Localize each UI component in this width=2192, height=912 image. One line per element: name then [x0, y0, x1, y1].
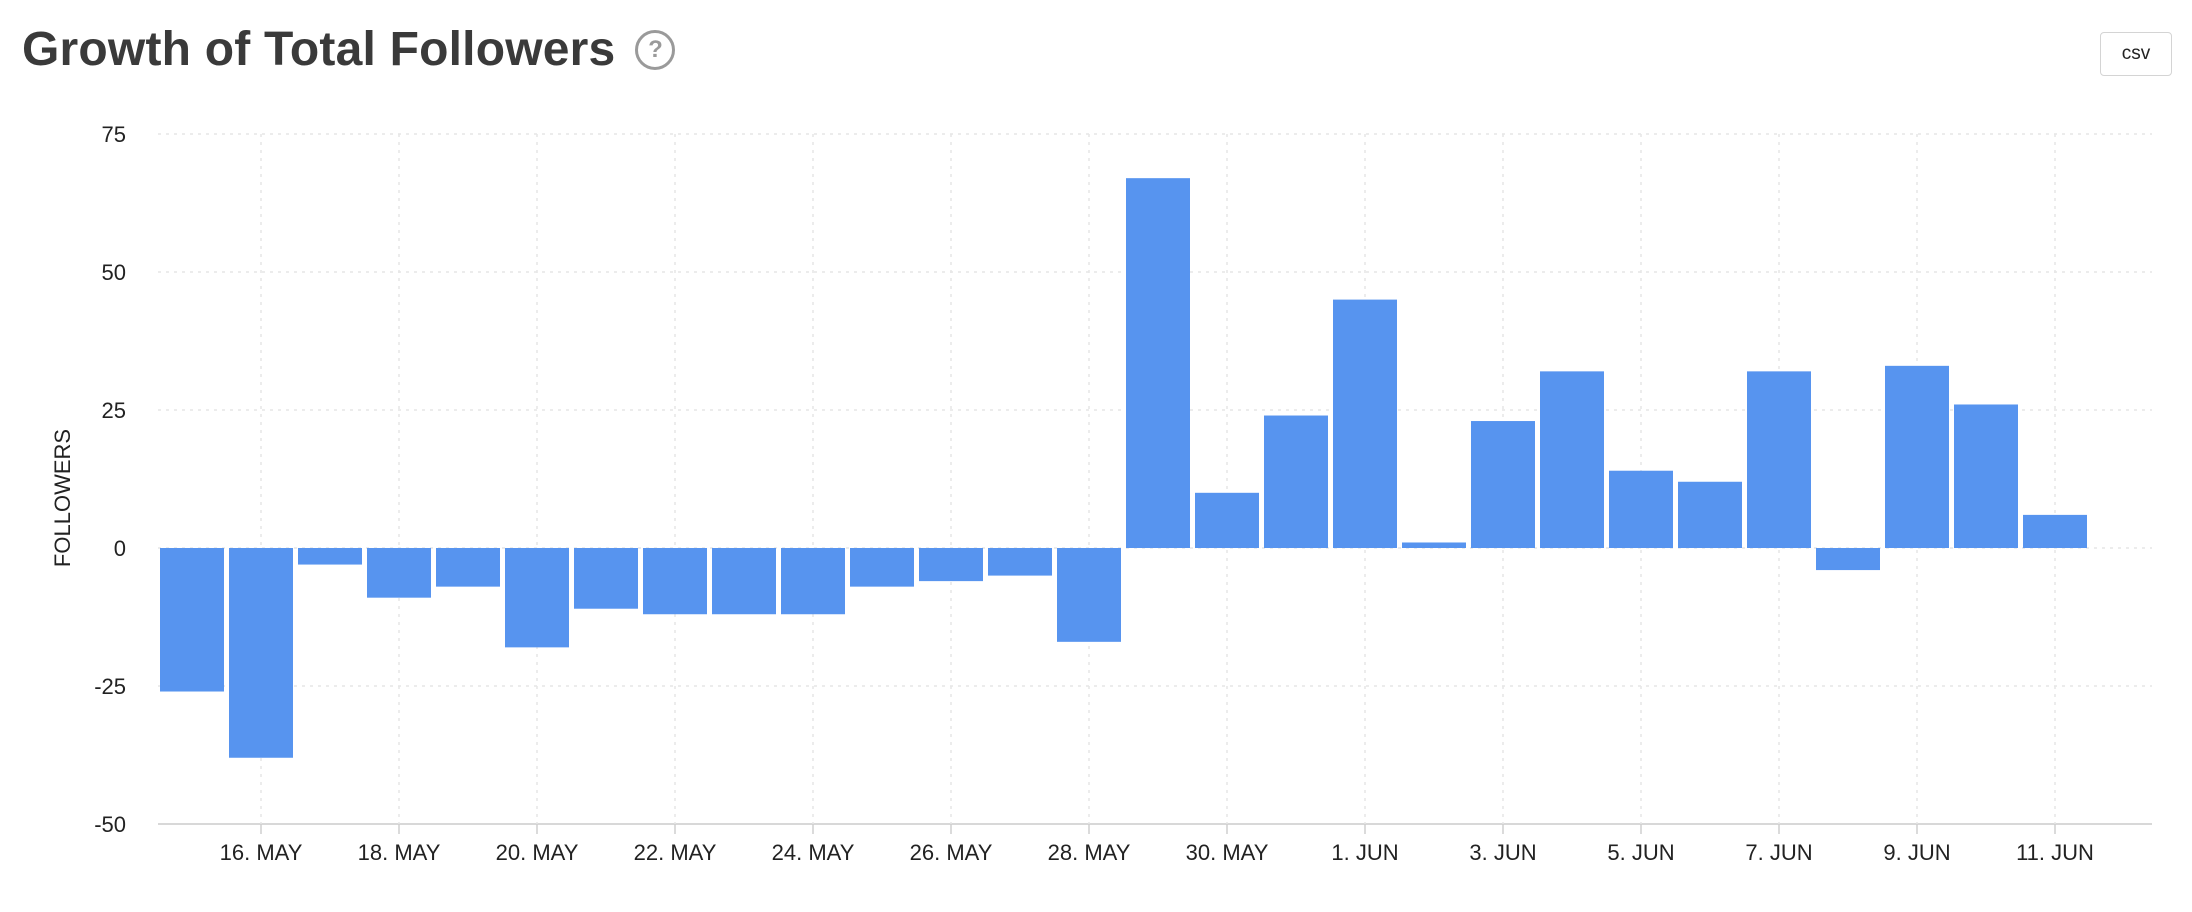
bar[interactable]: 30. MAY: 10	[1195, 492, 1259, 548]
bar[interactable]: 15. MAY: -26	[160, 548, 224, 692]
bar[interactable]: 24. MAY: -12	[781, 548, 845, 615]
y-axis: 75 50 25 0 -25 -50	[94, 122, 126, 837]
bar[interactable]: 4. JUN: 32	[1540, 371, 1604, 548]
y-tick-label: 50	[102, 260, 126, 285]
bar-series: 15. MAY: -2616. MAY: -38 17. MAY: -3 18. M…	[160, 178, 2087, 758]
y-tick-label: 0	[114, 536, 126, 561]
bar[interactable]: 18. MAY: -9	[367, 548, 431, 598]
bar[interactable]: 25. MAY: -7	[850, 548, 914, 587]
x-tick-label: 24. MAY	[772, 840, 855, 865]
x-tick-label: 20. MAY	[496, 840, 579, 865]
x-tick-label: 1. JUN	[1331, 840, 1398, 865]
bar[interactable]: 2. JUN: 1	[1402, 542, 1466, 548]
bar[interactable]: 29. MAY: 67	[1126, 178, 1190, 548]
x-tick-label: 30. MAY	[1186, 840, 1269, 865]
bar[interactable]: 31. MAY: 24	[1264, 415, 1328, 548]
title-row: Growth of Total Followers ?	[22, 22, 676, 77]
x-tick-label: 22. MAY	[634, 840, 717, 865]
x-axis: 16. MAY 18. MAY 20. MAY 22. MAY 24. MAY 26. M…	[220, 824, 2094, 865]
bar[interactable]: 20. MAY: -18	[505, 548, 569, 648]
x-tick-label: 26. MAY	[910, 840, 993, 865]
bar[interactable]: 22. MAY: -12	[643, 548, 707, 615]
x-tick-label: 18. MAY	[358, 840, 441, 865]
x-tick-label: 7. JUN	[1745, 840, 1812, 865]
bar[interactable]: 16. MAY: -38	[229, 548, 293, 758]
y-axis-title: FOLLOWERS	[50, 429, 75, 567]
bar[interactable]: 28. MAY: -17	[1057, 548, 1121, 642]
bar[interactable]: 11. JUN: 6	[2023, 514, 2087, 548]
bar[interactable]: 3. JUN: 23	[1471, 421, 1535, 548]
x-tick-label: 3. JUN	[1469, 840, 1536, 865]
bar[interactable]: 10. JUN: 26	[1954, 404, 2018, 548]
x-tick-label: 9. JUN	[1883, 840, 1950, 865]
y-tick-label: 25	[102, 398, 126, 423]
bar[interactable]: 8. JUN: -4	[1816, 548, 1880, 571]
page-title: Growth of Total Followers	[22, 23, 616, 76]
csv-export-button[interactable]: csv	[2100, 32, 2172, 76]
bar[interactable]: 27. MAY: -5	[988, 548, 1052, 576]
bar[interactable]: 7. JUN: 32	[1747, 371, 1811, 548]
bar[interactable]: 5. JUN: 14	[1609, 470, 1673, 548]
y-tick-label: 75	[102, 122, 126, 147]
bar[interactable]: 17. MAY: -3	[298, 548, 362, 565]
question-circle-icon[interactable]: ?	[635, 29, 676, 70]
bar[interactable]: 9. JUN: 33	[1885, 365, 1949, 548]
bar[interactable]: 23. MAY: -12	[712, 548, 776, 615]
bar[interactable]: 6. JUN: 12	[1678, 481, 1742, 548]
bar[interactable]: 26. MAY: -6	[919, 548, 983, 582]
x-tick-label: 11. JUN	[2016, 840, 2094, 865]
y-tick-label: -50	[94, 812, 126, 837]
x-tick-label: 28. MAY	[1048, 840, 1131, 865]
y-tick-label: -25	[94, 674, 126, 699]
bar[interactable]: 21. MAY: -11	[574, 548, 638, 609]
x-tick-label: 16. MAY	[220, 840, 303, 865]
x-tick-label: 5. JUN	[1607, 840, 1674, 865]
bar[interactable]: 1. JUN: 45	[1333, 299, 1397, 548]
bar[interactable]: 19. MAY: -7	[436, 548, 500, 587]
